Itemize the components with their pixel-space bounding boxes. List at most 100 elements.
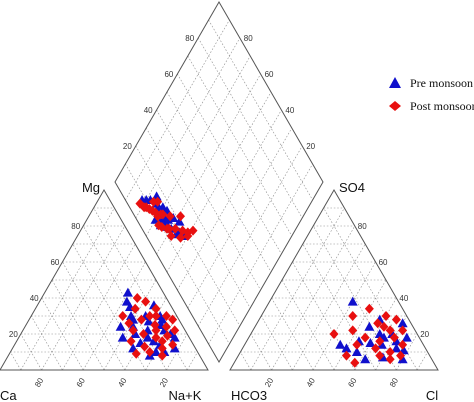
pre-monsoon-diamond-point [163,214,174,224]
tick-label: 20 [263,376,276,389]
post-monsoon-diamond-point [135,198,145,209]
post-monsoon-diamond-point [144,204,154,214]
post-monsoon-anion-point [364,303,374,314]
post-monsoon-cation-point [161,311,171,321]
cation-grid-line [82,225,167,371]
post-monsoon-cation-point [145,311,155,321]
data-points [115,191,412,368]
diamond-grid-line [177,109,282,291]
pre-monsoon-anion-point [397,354,408,364]
plot-frames [0,1,439,371]
post-monsoon-anion-point [373,318,383,329]
tick-label: 40 [285,106,294,115]
tick-label: 60 [164,70,173,79]
post-monsoon-cation-point [157,343,167,354]
axis-name-nak: Na+K [169,388,202,402]
tick-label: 40 [116,376,129,389]
tick-label: 40 [305,376,318,389]
diamond-grid-line [125,19,230,201]
post-monsoon-diamond-point [154,220,164,231]
diamond-grid-line [166,91,272,273]
post-monsoon-anion-point [360,332,370,343]
post-monsoon-diamond-point [158,209,168,220]
post-monsoon-cation-point [118,311,128,321]
anion-grid-line [416,351,428,371]
post-monsoon-cation-point [151,332,161,343]
pre-monsoon-cation-point [169,343,180,353]
post-monsoon-diamond-point [148,196,158,207]
post-monsoon-cation-point [136,314,146,325]
pre-monsoon-anion-point [351,347,362,356]
cation-grid-line [20,333,42,371]
post-monsoon-anion-point [348,311,358,321]
pre-monsoon-cation-point [115,321,126,331]
post-monsoon-cation-point [161,321,171,332]
pre-monsoon-anion-point [364,321,375,331]
legend-label-pre-monsoon: Pre monsoon [410,76,473,90]
pre-monsoon-anion-point [376,339,387,349]
cation-grid-line [62,261,126,371]
tick-label: 40 [399,294,408,303]
diamond-grid-line [156,109,261,291]
pre-monsoon-anion-point [391,336,402,346]
post-monsoon-cation-point [131,348,141,359]
diamond-grid-line [208,19,313,201]
cation-grid-line [41,297,84,371]
tick-label: 60 [379,258,388,267]
tick-label: 80 [33,376,46,389]
post-monsoon-cation-point [168,314,178,325]
post-monsoon-cation-point [124,318,134,329]
post-monsoon-cation-point [141,296,151,307]
post-monsoon-cation-point [130,303,140,314]
tick-label: 20 [9,330,18,339]
pre-monsoon-anion-point [347,296,358,306]
tick-label: 20 [158,376,171,389]
diamond-grid-line [125,163,230,345]
anion-grid-line [292,243,366,371]
axis-name-ca: Ca [0,388,17,402]
post-monsoon-anion-point [348,325,358,336]
post-monsoon-anion-point [341,350,351,361]
post-monsoon-cation-point [139,329,149,339]
anion-grid-line [240,351,252,371]
pre-monsoon-anion-point [397,318,408,328]
pre-monsoon-cation-point [122,287,133,297]
axis-name-cl: Cl [426,388,438,402]
anion-grid-line [302,243,376,371]
anion-grid-line [250,207,345,371]
pre-monsoon-anion-point [365,338,376,347]
pre-monsoon-cation-point [142,332,153,342]
tick-label: 20 [123,142,132,151]
diamond-grid-line [177,73,282,255]
diamond-grid-line [197,37,303,219]
cation-grid-line [30,315,63,371]
post-monsoon-anion-point [379,321,389,332]
post-monsoon-anion-point [375,336,385,347]
post-monsoon-cation-point [151,325,161,336]
cation-grid-line [51,279,105,371]
legend-marker-post-monsoon [389,101,401,111]
post-monsoon-diamond-point [183,231,193,241]
post-monsoon-cation-point [145,347,155,357]
tick-label: 40 [144,106,153,115]
pre-monsoon-anion-point [360,354,371,364]
cation-grid-line [186,351,198,371]
tick-label: 40 [30,294,39,303]
tick-label: 20 [420,330,429,339]
diamond-grid-line [166,91,272,273]
diamond-grid-line [197,145,303,327]
post-monsoon-diamond-point [165,211,175,222]
post-monsoon-diamond-point [170,223,180,234]
post-monsoon-cation-point [151,303,161,314]
post-monsoon-anion-point [389,332,399,343]
cation-triangle [0,189,209,371]
post-monsoon-cation-point [126,336,136,347]
diamond-grid-line [187,55,293,237]
pre-monsoon-cation-point [169,332,180,342]
pre-monsoon-diamond-point [174,216,185,226]
post-monsoon-anion-point [391,314,401,325]
pre-monsoon-cation-point [143,316,154,326]
tick-label: 80 [388,376,401,389]
pre-monsoon-anion-point [341,343,352,353]
